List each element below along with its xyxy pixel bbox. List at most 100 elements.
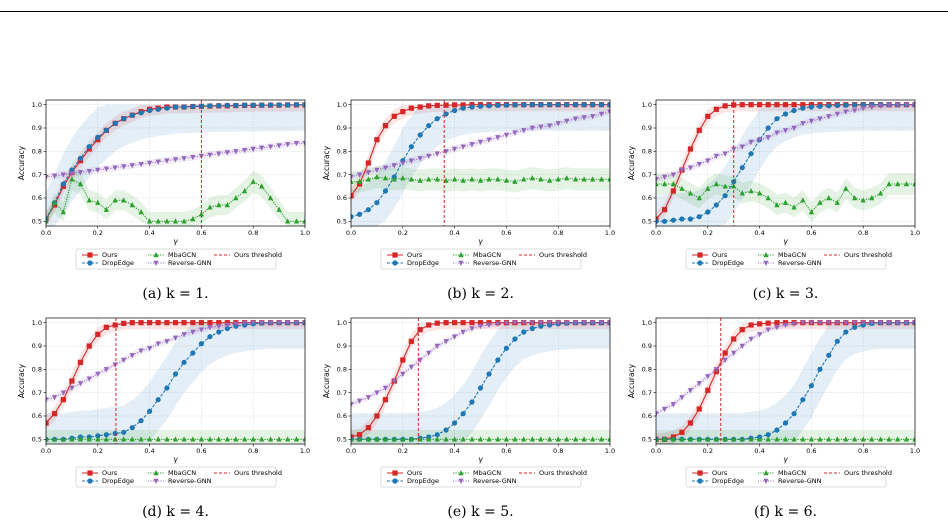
mbagcn-point xyxy=(374,174,380,180)
reverse-point xyxy=(103,166,109,172)
dropedge-point xyxy=(434,432,440,438)
mbagcn-point xyxy=(69,176,75,182)
reverse-point xyxy=(713,367,719,373)
reverse-point xyxy=(731,350,737,356)
mbagcn-point xyxy=(912,436,915,442)
reverse-point xyxy=(800,320,806,326)
legend-item-mbagcn: MbaGCN xyxy=(453,469,501,477)
dropedge-point xyxy=(207,334,213,340)
reverse-point xyxy=(190,329,196,335)
ours-point xyxy=(190,320,196,326)
mbagcn-point xyxy=(598,176,605,182)
legend-marker xyxy=(458,252,464,258)
ours-point xyxy=(138,320,144,326)
mbagcn-point xyxy=(670,181,676,187)
chart-panel-5: 0.5 0.6 0.7 0.8 0.9 1.0 0.0 0.2 0.4 0.6 0.8 1.0 γ Acc… xyxy=(322,317,615,520)
reverse-point xyxy=(121,164,127,170)
x-tick-label: 0.8 xyxy=(248,229,258,237)
plot-contents xyxy=(351,102,610,226)
ours-point xyxy=(731,102,737,108)
x-tick-label: 0.2 xyxy=(703,447,713,455)
mbagcn-point xyxy=(800,436,806,442)
legend-item-dropedge: DropEdge xyxy=(692,259,744,267)
mbagcn-point xyxy=(121,197,127,203)
ours-point xyxy=(426,322,432,328)
dropedge-point xyxy=(521,102,527,108)
y-tick-label: 0.9 xyxy=(337,342,347,350)
y-axis-label: Accuracy xyxy=(322,145,331,180)
mbagcn-point xyxy=(207,204,213,210)
dropedge-band xyxy=(46,104,305,226)
plot-frame xyxy=(45,317,306,445)
mbagcn-point xyxy=(860,197,866,203)
dropedge-point xyxy=(547,102,553,108)
ours-point xyxy=(774,102,780,108)
reverse-point xyxy=(267,144,274,150)
mbagcn-point xyxy=(547,436,553,442)
mbagcn-point xyxy=(503,436,509,442)
ours-point xyxy=(181,320,187,326)
dropedge-point xyxy=(808,104,815,110)
dropedge-point xyxy=(267,102,274,108)
x-tick-label: 0.2 xyxy=(703,229,713,237)
legend-item-threshold: Ours threshold xyxy=(519,469,587,477)
ours-point xyxy=(95,331,101,337)
mbagcn-point xyxy=(103,436,109,442)
y-axis-label: Accuracy xyxy=(627,363,636,398)
y-tick-label: 1.0 xyxy=(642,319,652,327)
x-tick-label: 0.8 xyxy=(248,447,258,455)
ours-point xyxy=(365,160,371,166)
mbagcn-point xyxy=(69,436,75,442)
dropedge-point xyxy=(817,103,823,109)
ours-point xyxy=(46,420,49,426)
dropedge-point xyxy=(852,324,858,330)
x-axis-label: γ xyxy=(478,455,483,464)
reverse-point xyxy=(408,364,414,370)
x-tick-label: 0.4 xyxy=(449,447,459,455)
reverse-point xyxy=(739,343,745,349)
reverse-point xyxy=(112,362,118,368)
reverse-point xyxy=(581,115,587,121)
dropedge-point xyxy=(460,411,466,417)
mbagcn-point xyxy=(86,436,92,442)
mbagcn-point xyxy=(46,218,49,224)
panel-caption: (c) k = 3. xyxy=(753,286,819,302)
reverse-point xyxy=(877,103,884,109)
mbagcn-point xyxy=(869,195,875,201)
dropedge-point xyxy=(800,105,806,111)
reverse-point xyxy=(895,320,901,326)
legend-marker xyxy=(392,478,398,484)
dropedge-point xyxy=(250,102,256,108)
mbagcn-point xyxy=(434,436,440,442)
ours-point xyxy=(60,397,66,403)
ours-point xyxy=(147,320,153,326)
mbagcn-point xyxy=(224,202,230,208)
legend-label: MbaGCN xyxy=(168,251,196,259)
reverse-point xyxy=(722,151,728,157)
x-axis-label: γ xyxy=(783,455,788,464)
x-tick-label: 0.8 xyxy=(858,447,868,455)
mbagcn-point xyxy=(190,436,196,442)
ours-point xyxy=(356,181,363,187)
legend-item-mbagcn: MbaGCN xyxy=(148,469,196,477)
mbagcn-point xyxy=(147,218,153,224)
mbagcn-point xyxy=(486,436,492,442)
legend-item-reverse: Reverse-GNN xyxy=(148,477,212,485)
ours-point xyxy=(400,109,406,115)
legend-label: Reverse-GNN xyxy=(168,477,212,485)
mbagcn-point xyxy=(60,436,66,442)
dropedge-point xyxy=(224,325,230,332)
dropedge-point xyxy=(408,144,414,150)
mbagcn-point xyxy=(95,436,101,442)
dropedge-point xyxy=(765,125,771,131)
mbagcn-point xyxy=(60,209,66,215)
mbagcn-point xyxy=(834,199,840,205)
mbagcn-point xyxy=(164,436,170,442)
reverse-point xyxy=(250,146,256,152)
dropedge-point xyxy=(705,209,711,215)
mbagcn-point xyxy=(51,199,58,205)
mbagcn-point xyxy=(224,436,230,442)
reverse-point xyxy=(242,147,248,154)
ours-point xyxy=(731,336,737,342)
